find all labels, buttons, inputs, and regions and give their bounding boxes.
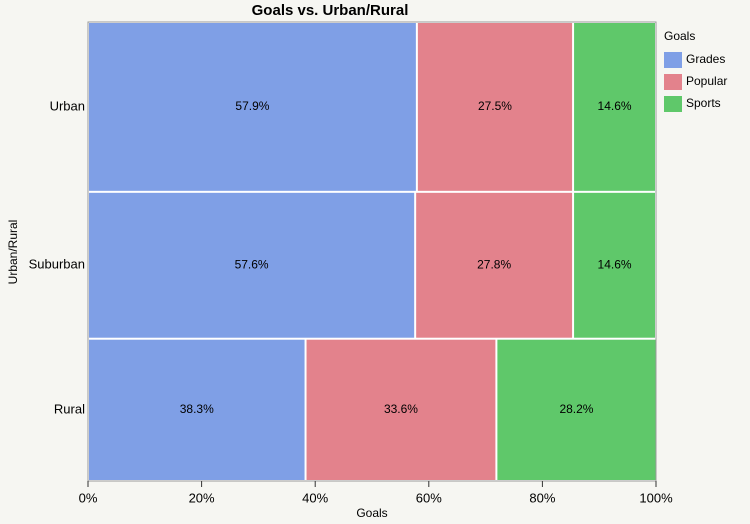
data-label: 14.6% [598, 99, 632, 113]
legend-swatch [664, 52, 682, 68]
legend-label: Sports [686, 96, 721, 110]
mosaic-cell [89, 339, 305, 480]
data-label: 57.6% [235, 257, 269, 271]
legend-label: Grades [686, 52, 725, 66]
mosaic-cell [574, 23, 655, 191]
mosaic-cell [89, 192, 415, 338]
mosaic-cell [497, 339, 656, 480]
x-tick-label: 80% [529, 490, 555, 505]
chart-title: Goals vs. Urban/Rural [252, 2, 409, 19]
x-tick-label: 60% [416, 490, 442, 505]
mosaic-cell [574, 192, 655, 338]
mosaic-cell [306, 339, 496, 480]
legend-swatch [664, 74, 682, 90]
data-label: 28.2% [559, 402, 593, 416]
legend-title: Goals [664, 29, 695, 43]
x-tick-label: 40% [302, 490, 328, 505]
y-tick-label: Rural [54, 401, 85, 416]
x-axis-label: Goals [356, 506, 387, 520]
mosaic-cell [416, 192, 573, 338]
mosaic-cell [417, 23, 573, 191]
legend-swatch [664, 96, 682, 112]
legend-label: Popular [686, 74, 727, 88]
data-label: 57.9% [235, 99, 269, 113]
y-axis-label: Urban/Rural [6, 220, 20, 285]
data-label: 38.3% [180, 402, 214, 416]
y-tick-label: Urban [50, 98, 85, 113]
plot-border [87, 21, 657, 482]
x-tick-label: 0% [79, 490, 98, 505]
mosaic-cell [89, 23, 416, 191]
x-tick-label: 20% [189, 490, 215, 505]
x-tick-label: 100% [639, 490, 673, 505]
data-label: 14.6% [598, 257, 632, 271]
data-label: 27.8% [477, 257, 511, 271]
y-tick-label: Suburban [29, 257, 85, 272]
data-label: 33.6% [384, 402, 418, 416]
data-label: 27.5% [478, 99, 512, 113]
